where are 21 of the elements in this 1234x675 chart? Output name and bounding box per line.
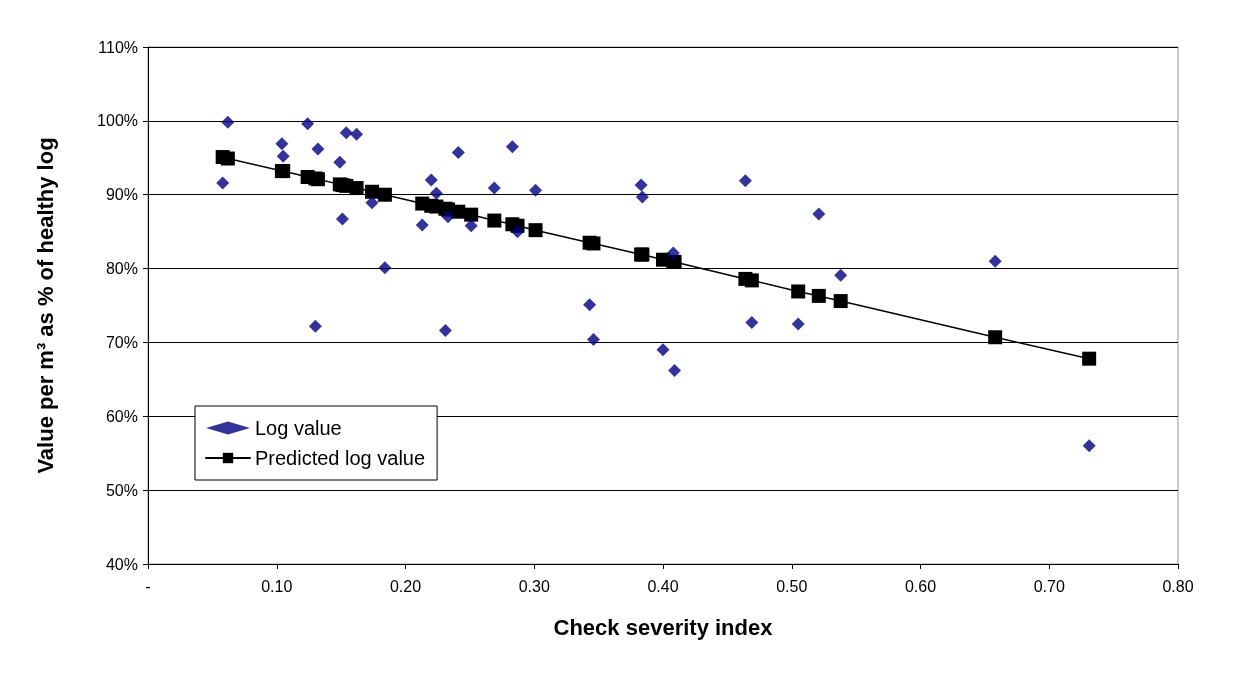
x-tick-label: 0.10: [261, 577, 293, 595]
y-tick-label: 100%: [97, 112, 138, 130]
x-tick-label: 0.20: [389, 577, 422, 595]
x-tick-label: 0.60: [904, 577, 937, 595]
y-tick-label: 60%: [105, 407, 138, 425]
x-axis-title: Check severity index: [553, 614, 774, 640]
legend-label: Predicted log value: [255, 447, 426, 469]
y-tick-label: 40%: [105, 555, 138, 573]
y-tick-label: 70%: [105, 333, 138, 351]
x-tick-label: 0.80: [1162, 577, 1194, 595]
y-tick-label: 90%: [105, 186, 138, 204]
y-tick-label: 80%: [105, 260, 138, 278]
y-tick-label: 110%: [98, 38, 138, 56]
x-tick-label: 0.40: [647, 577, 679, 595]
y-tick-label: 50%: [105, 481, 138, 499]
x-tick-label: 0.50: [776, 577, 808, 595]
x-tick-label: -: [145, 577, 151, 595]
legend-label: Log value: [255, 417, 342, 439]
x-tick-label: 0.70: [1033, 577, 1065, 595]
y-axis-title: Value per m³ as % of healthy log: [32, 137, 58, 474]
x-tick-label: 0.30: [518, 577, 550, 595]
